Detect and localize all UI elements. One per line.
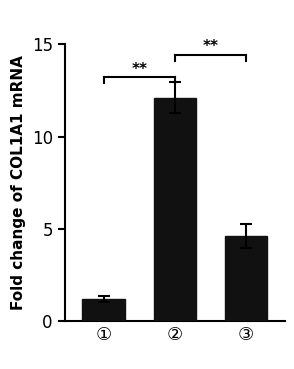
Text: **: ** xyxy=(131,62,147,77)
Bar xyxy=(82,299,125,321)
Bar xyxy=(153,98,196,321)
Bar xyxy=(225,236,268,321)
Text: **: ** xyxy=(203,39,218,55)
Y-axis label: Fold change of COL1A1 mRNA: Fold change of COL1A1 mRNA xyxy=(11,55,26,310)
